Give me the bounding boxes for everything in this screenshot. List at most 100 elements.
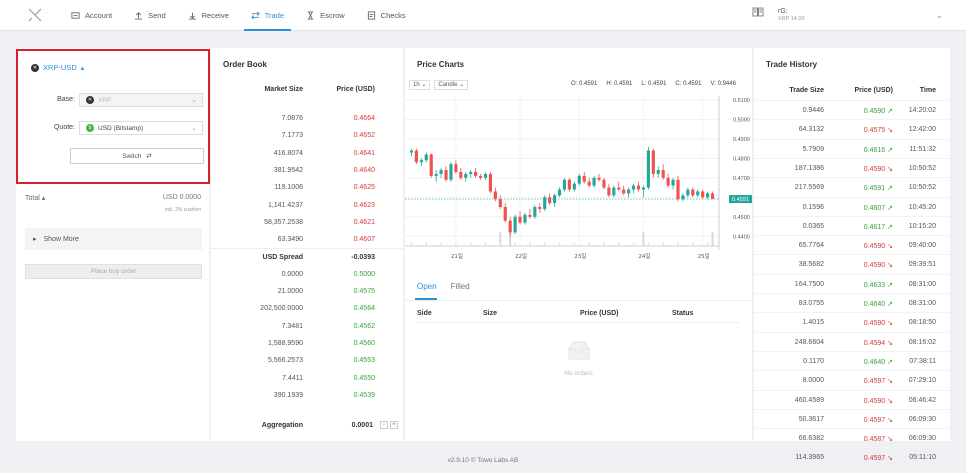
show-more-toggle[interactable]: ▸ Show More (25, 228, 202, 250)
trade-time: 14:20:02 (908, 107, 936, 114)
order-price: 0.4641 (353, 149, 375, 157)
place-order-button[interactable]: Place buy order (25, 264, 202, 279)
tab-filled[interactable]: Filled (450, 282, 470, 291)
quote-select[interactable]: b USD (Bitstamp) ⌄ (79, 121, 203, 135)
bid-row[interactable]: 0.0000 0.5000 (211, 266, 403, 283)
wallet-selector[interactable]: rG: XRP 14.00 (752, 7, 805, 22)
nav-send[interactable]: Send (123, 0, 177, 31)
trade-row: 460.4589 0.4590 ↘ 06:46:42 (754, 389, 950, 409)
candle-body (592, 177, 596, 186)
trade-size: 65.7764 (798, 242, 824, 250)
candle-body (474, 171, 478, 176)
ask-row[interactable]: 119.1006 0.4625 (211, 179, 403, 196)
volume-bar (455, 242, 457, 246)
arrow-down-right-icon: ↘ (885, 416, 893, 424)
nav-account[interactable]: Account (60, 0, 123, 31)
trade-size: 66.6382 (798, 435, 824, 443)
trade-price: 0.4640 ↗ (864, 358, 893, 366)
spread-label: USD Spread (262, 254, 303, 262)
order-size: 5,566.2573 (267, 357, 303, 365)
candle-body (444, 170, 448, 180)
candle-body (553, 195, 557, 204)
trade-row: 66.6382 0.4587 ↘ 06:09:30 (754, 428, 950, 447)
trade-row: 187.1386 0.4590 ↘ 10:50:52 (754, 157, 950, 177)
order-size: 1,141.4237 (267, 201, 303, 209)
arrow-down-right-icon: ↘ (885, 165, 893, 173)
aggregation-decrease-button[interactable]: - (380, 421, 388, 429)
nav-label: Escrow (320, 11, 345, 20)
ask-row[interactable]: 416.8074 0.4641 (211, 145, 403, 162)
bid-row[interactable]: 7.4411 0.4550 (211, 370, 403, 387)
trade-price: 0.4575 ↘ (864, 126, 893, 134)
trade-size: 1.4015 (802, 319, 824, 327)
arrow-down-right-icon: ↘ (885, 378, 893, 386)
nav-label: Checks (380, 11, 406, 20)
ask-row[interactable]: 58,357.2538 0.4621 (211, 214, 403, 231)
candle-body (666, 177, 670, 186)
footer-version: v2.9.10 © Towo Labs AB (447, 457, 519, 464)
nav-checks[interactable]: Checks (356, 0, 417, 31)
bid-row[interactable]: 7.3481 0.4562 (211, 318, 403, 335)
bid-row[interactable]: 390.1939 0.4539 (211, 387, 403, 404)
candle-body (577, 175, 581, 184)
ask-row[interactable]: 381.9542 0.4640 (211, 162, 403, 179)
order-size: 416.8074 (273, 149, 303, 157)
trade-price: 0.4590 ↘ (864, 242, 893, 250)
ask-row[interactable]: 7.1773 0.4652 (211, 127, 403, 144)
trade-row: 0.1596 0.4607 ↗ 10:45:20 (754, 196, 950, 216)
chevron-down-icon[interactable]: ⌄ (936, 11, 943, 20)
trade-row: 65.7764 0.4590 ↘ 09:40:00 (754, 235, 950, 254)
trade-price: 0.4590 ↘ (864, 319, 893, 327)
trade-price-value: 0.4590 (863, 165, 886, 173)
bid-row[interactable]: 1,588.9590 0.4560 (211, 335, 403, 352)
trade-price: 0.4590 ↘ (864, 165, 893, 173)
trade-price-value: 0.4590 (863, 397, 886, 405)
volume-bar (632, 242, 635, 246)
bid-row[interactable]: 21.0000 0.4575 (211, 283, 403, 300)
quote-row: Quote: b USD (Bitstamp) ⌄ (18, 121, 212, 135)
y-tick-label: 0.4500 (733, 215, 750, 221)
base-label: Base: (57, 96, 75, 103)
y-tick-label: 0.5000 (733, 117, 750, 123)
wallet-address: rG: (778, 8, 788, 15)
chart-type-select[interactable]: Candle ⌄ (434, 80, 469, 90)
candle-body (656, 170, 660, 174)
interval-select[interactable]: 1h ⌄ (409, 80, 431, 90)
hourglass-icon (307, 11, 314, 20)
nav-receive[interactable]: Receive (177, 0, 240, 31)
nav-trade[interactable]: Trade (240, 0, 295, 31)
orders-tabs: Open Filled (417, 282, 470, 291)
order-size: 0.0000 (281, 270, 303, 278)
base-select[interactable]: ✕ XRP ⌄ (79, 93, 203, 107)
wallet-balance: XRP 14.00 (778, 16, 805, 22)
trade-price: 0.4633 ↗ (864, 281, 893, 289)
bid-row[interactable]: 202,500.0000 0.4564 (211, 300, 403, 317)
pair-toggle[interactable]: ✕ XRP-USD ▴ (31, 63, 84, 72)
quote-label: Quote: (53, 124, 75, 131)
app-logo-icon[interactable] (27, 7, 43, 23)
trade-price: 0.4590 ↗ (864, 107, 893, 115)
candlestick-chart[interactable]: 0.51000.50000.49000.48000.47000.46000.45… (405, 92, 752, 272)
nav-label: Account (85, 11, 113, 20)
arrow-up-right-icon: ↗ (885, 204, 893, 212)
bid-row[interactable]: 5,566.2573 0.4553 (211, 352, 403, 369)
ohlc-volume: V: 0.9446 (710, 81, 736, 87)
col-price: Price (USD) (336, 86, 375, 93)
candle-body (414, 150, 418, 163)
ask-row[interactable]: 63.3490 0.4607 (211, 231, 403, 248)
order-size: 119.1006 (274, 184, 303, 192)
candle-body (454, 164, 458, 172)
ask-row[interactable]: 7.0876 0.4664 (211, 110, 403, 127)
switch-button[interactable]: Switch ⇄ (70, 148, 204, 164)
ask-row[interactable]: 1,141.4237 0.4623 (211, 197, 403, 214)
aggregation-increase-button[interactable]: + (390, 421, 398, 429)
tab-open[interactable]: Open (417, 282, 437, 291)
x-tick-label: 22일 (515, 252, 527, 260)
trade-time: 07:38:11 (909, 357, 936, 365)
nav-escrow[interactable]: Escrow (295, 0, 356, 31)
order-price: 0.4562 (353, 322, 375, 330)
volume-bar (509, 232, 512, 246)
wallet-book-icon (752, 7, 764, 17)
trade-row: 8.0000 0.4597 ↘ 07:29:10 (754, 370, 950, 389)
trade-time: 08:31:00 (908, 300, 936, 307)
